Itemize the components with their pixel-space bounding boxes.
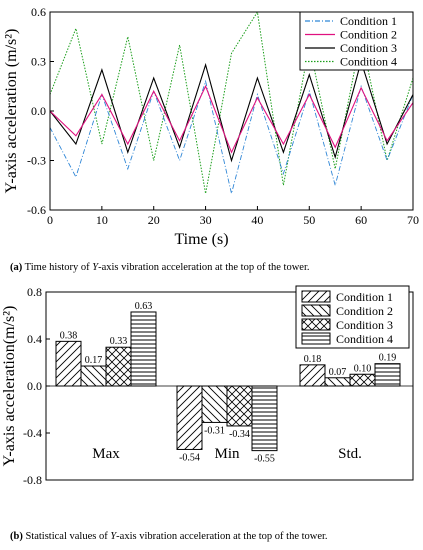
x-tick-label: 20 bbox=[148, 213, 160, 227]
category-label: Max bbox=[92, 446, 120, 462]
legend-frame bbox=[299, 11, 414, 71]
caption-b-tag: (b) bbox=[10, 531, 23, 542]
bar-value-label: -0.54 bbox=[179, 452, 200, 463]
bar-value-label: -0.34 bbox=[229, 429, 250, 440]
y-tick-label: -0.3 bbox=[27, 154, 46, 168]
y-tick-label: 0.3 bbox=[31, 55, 46, 69]
bar-min-1 bbox=[176, 385, 203, 450]
legend-swatch-1 bbox=[301, 290, 331, 303]
bar-min-2 bbox=[201, 385, 228, 423]
bar-value-label: 0.17 bbox=[85, 355, 103, 366]
caption-b-var: Y bbox=[110, 531, 117, 542]
legend-swatch-4 bbox=[301, 332, 331, 345]
y-tick-label: 0.8 bbox=[27, 285, 42, 299]
bar-value-label: -0.31 bbox=[204, 425, 225, 436]
series-line-3 bbox=[49, 59, 414, 163]
caption-a: (a) Time history of Y-axis vibration acc… bbox=[10, 262, 415, 273]
bar-value-label: -0.55 bbox=[254, 454, 275, 465]
y-tick-label: 0.4 bbox=[27, 332, 42, 346]
x-axis-title: Time (s) bbox=[174, 231, 228, 248]
bar-std-2 bbox=[324, 377, 351, 387]
caption-b: (b) Statistical values of Y-axis vibrati… bbox=[10, 531, 415, 542]
series-group bbox=[49, 10, 414, 194]
bar-max-1 bbox=[55, 340, 82, 387]
y-axis-title: Y-axis acceleration(m/s²) bbox=[1, 306, 18, 467]
series-line-1 bbox=[49, 79, 414, 194]
caption-a-var: Y bbox=[92, 262, 99, 273]
legend-label-3: Condition 3 bbox=[336, 318, 393, 332]
time-history-chart: 0 10 20 30 40 50 60 70 -0.6 -0.3 0.0 0.3 0.6 Time (s)… bbox=[0, 0, 423, 250]
x-tick-label: 30 bbox=[200, 213, 212, 227]
x-tick-label: 70 bbox=[407, 213, 419, 227]
statistics-bar-svg: -0.8 -0.4 0.0 0.4 0.8 0.38 0.17 0.33 0.63 -0.54 -0… bbox=[1, 285, 414, 487]
bar-std-4 bbox=[374, 363, 401, 387]
y-tick-label: 0.0 bbox=[27, 379, 42, 393]
series-line-4 bbox=[49, 10, 414, 194]
bar-value-label: 0.63 bbox=[135, 301, 153, 312]
y-axis-title: Y-axis acceleration (m/s²) bbox=[3, 29, 20, 194]
bar-std-3 bbox=[349, 373, 376, 387]
bar-value-label: 0.33 bbox=[110, 336, 128, 347]
legend-label-1: Condition 1 bbox=[336, 290, 393, 304]
legend-swatch-3 bbox=[301, 318, 331, 331]
legend-label-4: Condition 4 bbox=[336, 332, 393, 346]
time-history-svg: 0 10 20 30 40 50 60 70 -0.6 -0.3 0.0 0.3 0.6 Time (s)… bbox=[3, 5, 419, 248]
bar-min-3 bbox=[226, 385, 253, 427]
caption-a-post: -axis vibration acceleration at the top … bbox=[98, 262, 310, 273]
statistics-bar-chart: -0.8 -0.4 0.0 0.4 0.8 0.38 0.17 0.33 0.63 -0.54 -0… bbox=[0, 282, 423, 522]
legend-label-2: Condition 2 bbox=[336, 304, 393, 318]
bar-max-3 bbox=[105, 346, 132, 387]
x-tick-label: 40 bbox=[251, 213, 263, 227]
y-tick-label: 0.6 bbox=[31, 5, 46, 19]
legend-swatch-2 bbox=[301, 304, 331, 317]
bar-value-label: 0.10 bbox=[354, 363, 372, 374]
y-tick-label: 0.0 bbox=[31, 104, 46, 118]
bar-value-label: 0.07 bbox=[329, 367, 347, 378]
y-tick-label: -0.4 bbox=[23, 426, 42, 440]
y-tick-label: -0.6 bbox=[27, 203, 46, 217]
caption-b-pre: Statistical values of bbox=[22, 531, 111, 542]
y-tick-label: -0.8 bbox=[23, 473, 42, 487]
bars-group: 0.38 0.17 0.33 0.63 -0.54 -0.31 -0.34 -0.55 0.18… bbox=[55, 301, 401, 465]
x-tick-label: 50 bbox=[303, 213, 315, 227]
category-label: Min bbox=[214, 446, 240, 462]
x-tick-label: 60 bbox=[355, 213, 367, 227]
x-tick-label: 10 bbox=[96, 213, 108, 227]
bar-std-1 bbox=[299, 364, 326, 387]
legend-label-1: Condition 1 bbox=[340, 14, 397, 28]
bar-max-4 bbox=[130, 311, 157, 387]
x-tick-label: 0 bbox=[47, 213, 53, 227]
bar-value-label: 0.38 bbox=[60, 330, 78, 341]
bar-max-2 bbox=[80, 365, 107, 387]
caption-a-tag: (a) bbox=[10, 262, 23, 273]
caption-b-post: -axis vibration acceleration at the top … bbox=[116, 531, 328, 542]
legend-label-2: Condition 2 bbox=[340, 28, 397, 42]
bar-min-4 bbox=[251, 385, 278, 452]
series-line-2 bbox=[49, 84, 414, 154]
legend-label-4: Condition 4 bbox=[340, 55, 397, 69]
bar-value-label: 0.19 bbox=[379, 353, 397, 364]
legend-label-3: Condition 3 bbox=[340, 41, 397, 55]
bar-value-label: 0.18 bbox=[304, 354, 322, 365]
caption-a-pre: Time history of bbox=[22, 262, 93, 273]
category-label: Std. bbox=[338, 446, 362, 462]
